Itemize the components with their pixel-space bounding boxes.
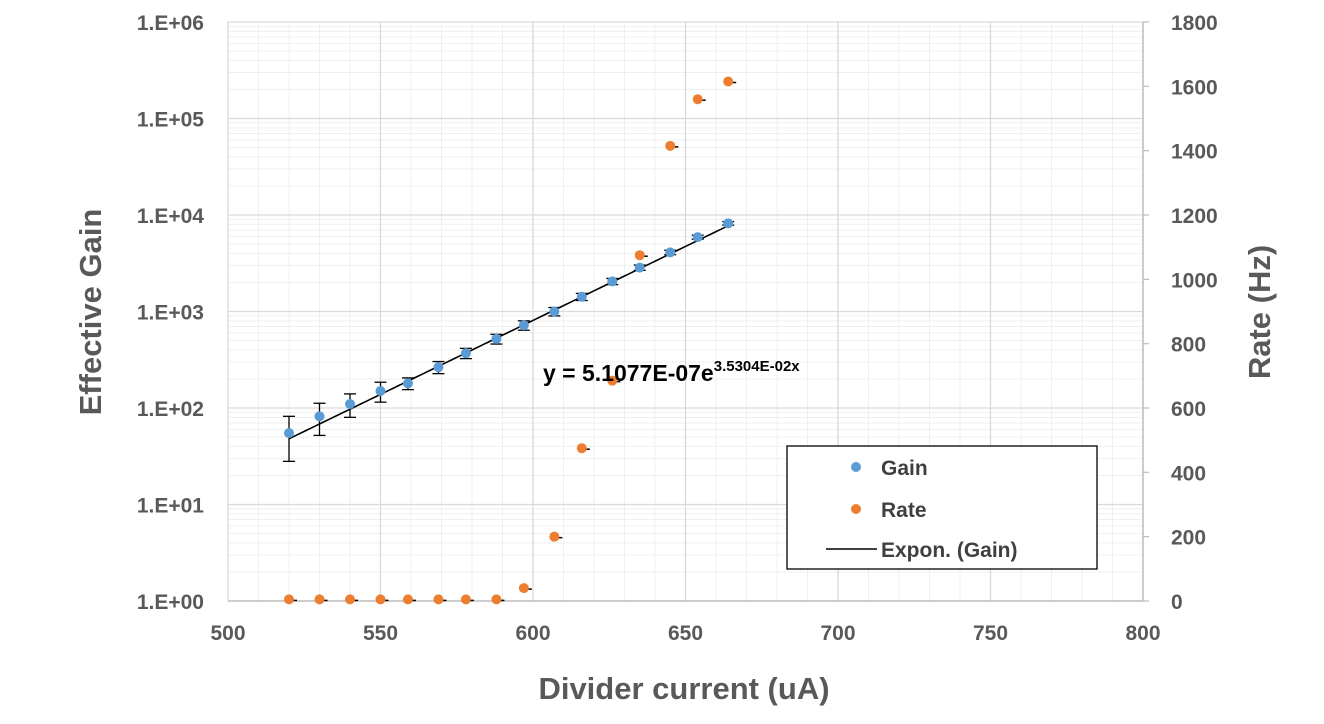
- tick-labels: 500 550 600 650 700 750 800 1.E+00 1.E+01 1.E+02 1…: [137, 12, 1218, 645]
- y-tick-label: 1.E+05: [137, 109, 204, 132]
- y-tick-label: 1.E+04: [137, 205, 204, 228]
- y-axis-title: Effective Gain: [73, 209, 108, 416]
- y-tick-label: 1.E+01: [137, 495, 204, 518]
- gain-point: [576, 291, 587, 302]
- gain-point: [402, 378, 413, 389]
- y-tick-label: 1.E+02: [137, 398, 204, 421]
- y2-tick-label: 800: [1171, 334, 1206, 357]
- y2-axis-title: Rate (Hz): [1242, 245, 1277, 379]
- rate-point: [576, 443, 587, 454]
- gain-point: [460, 348, 471, 359]
- gain-point: [723, 218, 734, 229]
- gain-point: [607, 276, 618, 287]
- x-tick-label: 650: [668, 622, 703, 645]
- legend: Gain Rate Expon. (Gain): [786, 445, 1098, 570]
- gain-point: [692, 232, 703, 243]
- y2-tick-label: 200: [1171, 527, 1206, 550]
- gain-point: [375, 386, 386, 397]
- gain-point: [634, 262, 645, 273]
- y-tick-label: 1.E+06: [137, 12, 204, 35]
- x-tick-label: 600: [515, 622, 550, 645]
- rate-point: [518, 583, 529, 594]
- y2-tick-label: 1800: [1171, 12, 1218, 35]
- rate-point: [375, 594, 386, 605]
- rate-point: [723, 76, 734, 87]
- rate-point: [284, 594, 294, 605]
- rate-point: [345, 594, 355, 605]
- legend-expon-label: Expon. (Gain): [881, 539, 1018, 562]
- trendline: [288, 225, 729, 440]
- gain-point: [433, 362, 444, 373]
- y-tick-label: 1.E+00: [137, 591, 204, 614]
- gain-point: [284, 428, 294, 439]
- y-tick-label: 1.E+03: [137, 302, 204, 325]
- gain-point: [665, 247, 676, 258]
- legend-gain-label: Gain: [881, 457, 928, 480]
- y2-tick-label: 1400: [1171, 141, 1218, 164]
- y2-tick-label: 1600: [1171, 76, 1218, 99]
- x-tick-label: 800: [1125, 622, 1160, 645]
- legend-gain-marker: [851, 462, 861, 472]
- y2-tick-label: 1200: [1171, 205, 1218, 228]
- gain-trendline: [288, 225, 729, 440]
- x-tick-label: 700: [820, 622, 855, 645]
- rate-point: [433, 594, 444, 605]
- rate-point: [549, 531, 560, 542]
- x-tick-label: 500: [210, 622, 245, 645]
- gain-point: [345, 399, 355, 410]
- gain-point: [314, 411, 325, 422]
- gain-point: [518, 320, 529, 331]
- rate-point: [402, 594, 413, 605]
- rate-point: [665, 140, 676, 151]
- gain-point: [549, 306, 560, 317]
- rate-point: [692, 94, 703, 105]
- rate-point: [460, 594, 471, 605]
- trendline-equation: y = 5.1077E-07e3.5304E-02x: [543, 358, 800, 386]
- rate-point: [491, 594, 502, 605]
- x-axis-title: Divider current (uA): [538, 671, 829, 706]
- rate-point: [634, 250, 645, 261]
- gain-point: [491, 333, 502, 344]
- data-points: [284, 76, 734, 605]
- y2-tick-label: 400: [1171, 462, 1206, 485]
- legend-rate-marker: [851, 504, 861, 514]
- x-tick-label: 550: [363, 622, 398, 645]
- legend-rate-label: Rate: [881, 499, 927, 522]
- trendline-equation-base: y = 5.1077E-07e: [543, 360, 714, 386]
- y2-tick-label: 0: [1171, 591, 1183, 614]
- rate-point: [314, 594, 325, 605]
- trendline-equation-exponent: 3.5304E-02x: [714, 358, 801, 375]
- rate-point: [607, 375, 618, 386]
- x-tick-label: 750: [973, 622, 1008, 645]
- y2-tick-label: 600: [1171, 398, 1206, 421]
- y2-tick-label: 1000: [1171, 269, 1218, 292]
